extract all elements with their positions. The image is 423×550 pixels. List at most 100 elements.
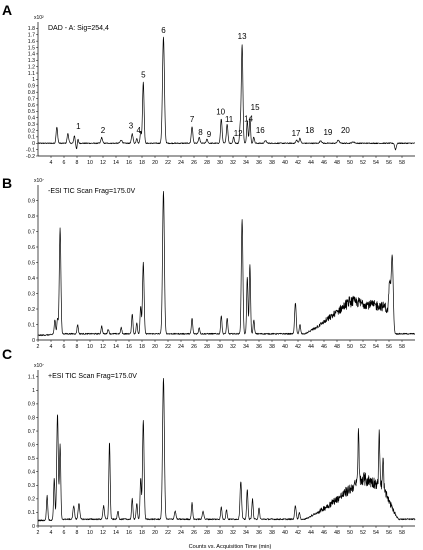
x-tick-label: 56 <box>386 344 392 350</box>
y-tick-label: 0.8 <box>28 214 35 220</box>
y-tick-label: 0.2 <box>28 307 35 313</box>
y-tick-label: 0.8 <box>28 90 35 96</box>
x-tick-label: 8 <box>76 530 79 536</box>
x-tick-label: 42 <box>295 344 301 350</box>
x-tick-label: 6 <box>63 160 66 166</box>
x-tick-label: 50 <box>347 160 353 166</box>
x-tick-label: 20 <box>152 160 158 166</box>
x-tick-label: 28 <box>204 160 210 166</box>
x-tick-label: 10 <box>87 160 93 166</box>
x-tick-label: 54 <box>373 160 379 166</box>
y-tick-label: 1.5 <box>28 45 35 51</box>
y-tick-label: 1.6 <box>28 39 35 45</box>
x-tick-label: 50 <box>347 344 353 350</box>
peak-label: 15 <box>251 103 260 112</box>
x-tick-label: 22 <box>165 530 171 536</box>
y-tick-label: 0 <box>32 141 35 147</box>
y-tick-label: 0 <box>32 524 35 530</box>
peak-label: 19 <box>323 128 332 137</box>
x-tick-label: 4 <box>50 344 53 350</box>
panel-title: -ESI TIC Scan Frag=175.0V <box>48 188 136 195</box>
y-tick-label: 0 <box>32 338 35 344</box>
y-tick-label: 1.1 <box>28 375 35 381</box>
x-tick-label: 8 <box>76 160 79 166</box>
y-tick-label: 0.6 <box>28 245 35 251</box>
x-tick-label: 14 <box>113 160 119 166</box>
x-tick-label: 34 <box>243 344 249 350</box>
x-tick-label: 10 <box>87 530 93 536</box>
peak-label: 12 <box>234 129 243 138</box>
x-tick-label: 48 <box>334 530 340 536</box>
x-tick-label: 2 <box>37 530 40 536</box>
y-tick-label: 1.4 <box>28 52 35 58</box>
panel-letter: A <box>2 2 12 18</box>
peak-label: 13 <box>238 32 247 41</box>
y-tick-label: 0.9 <box>28 402 35 408</box>
x-tick-label: 52 <box>360 344 366 350</box>
x-tick-label: 38 <box>269 530 275 536</box>
x-tick-label: 52 <box>360 530 366 536</box>
x-tick-label: 36 <box>256 344 262 350</box>
x-tick-label: 48 <box>334 344 340 350</box>
x-tick-label: 54 <box>373 344 379 350</box>
y-tick-label: 0.7 <box>28 96 35 102</box>
x-tick-label: 8 <box>76 344 79 350</box>
x-tick-label: 26 <box>191 530 197 536</box>
x-tick-label: 40 <box>282 530 288 536</box>
peak-label: 5 <box>141 70 146 79</box>
x-tick-label: 6 <box>63 530 66 536</box>
x-tick-label: 32 <box>230 344 236 350</box>
x-tick-label: 58 <box>399 160 405 166</box>
x-tick-label: 34 <box>243 160 249 166</box>
y-tick-label: -0.1 <box>26 147 35 153</box>
x-tick-label: 52 <box>360 160 366 166</box>
peak-label: 8 <box>198 128 203 137</box>
x-tick-label: 32 <box>230 530 236 536</box>
x-tick-label: 12 <box>100 160 106 166</box>
x-tick-label: 36 <box>256 160 262 166</box>
x-tick-label: 26 <box>191 160 197 166</box>
y-tick-label: 0.3 <box>28 291 35 297</box>
y-tick-label: 1 <box>32 77 35 83</box>
x-axis-title: Counts vs. Acquisition Time (min) <box>189 544 272 550</box>
y-tick-label: 0.6 <box>28 442 35 448</box>
y-tick-label: 0.1 <box>28 322 35 328</box>
x-tick-label: 20 <box>152 344 158 350</box>
panel-title: DAD - A: Sig=254,4 <box>48 25 109 32</box>
x-tick-label: 24 <box>178 160 184 166</box>
x-tick-label: 30 <box>217 344 223 350</box>
x-tick-label: 16 <box>126 160 132 166</box>
peak-label: 7 <box>190 115 195 124</box>
x-tick-label: 36 <box>256 530 262 536</box>
x-tick-label: 42 <box>295 530 301 536</box>
y-tick-label: 0.9 <box>28 84 35 90</box>
peak-label: 4 <box>137 126 142 135</box>
x-tick-label: 46 <box>321 530 327 536</box>
chromatogram-trace <box>37 36 416 151</box>
peak-label: 16 <box>256 126 265 135</box>
x-tick-label: 16 <box>126 530 132 536</box>
x-tick-label: 18 <box>139 160 145 166</box>
x-tick-label: 46 <box>321 160 327 166</box>
y-tick-label: 0.5 <box>28 109 35 115</box>
peak-label: 18 <box>305 126 314 135</box>
y-tick-label: 1.7 <box>28 33 35 39</box>
x-tick-label: 14 <box>113 344 119 350</box>
x-tick-label: 20 <box>152 530 158 536</box>
x-tick-label: 38 <box>269 160 275 166</box>
y-tick-label: 0.4 <box>28 116 35 122</box>
x-tick-label: 14 <box>113 530 119 536</box>
x-tick-label: 34 <box>243 530 249 536</box>
x-tick-label: 24 <box>178 344 184 350</box>
y-tick-label: 1.2 <box>28 64 35 70</box>
x-tick-label: 10 <box>87 344 93 350</box>
x-tick-label: 30 <box>217 530 223 536</box>
y-tick-label: 0.3 <box>28 122 35 128</box>
y-tick-label: 0.1 <box>28 135 35 141</box>
peak-label: 9 <box>207 130 212 139</box>
x-tick-label: 58 <box>399 344 405 350</box>
x-tick-label: 56 <box>386 160 392 166</box>
x-tick-label: 4 <box>50 530 53 536</box>
peak-label: 1 <box>76 122 81 131</box>
